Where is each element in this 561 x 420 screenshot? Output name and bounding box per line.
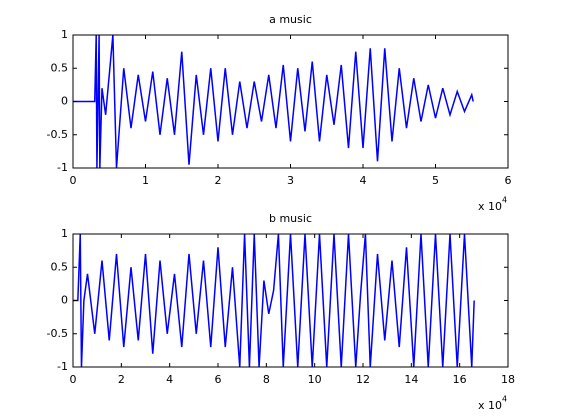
waveform (73, 34, 474, 169)
x-tick-label: 0 (70, 373, 77, 386)
x-tick-label: 2 (118, 373, 125, 386)
x-tick-label: 2 (215, 174, 222, 187)
x-tick-label: 12 (356, 373, 370, 386)
x-tick-label: 6 (505, 174, 512, 187)
y-tick-label: -1 (57, 161, 68, 174)
y-tick-label: 0 (61, 294, 68, 307)
x-multiplier-exponent: 4 (502, 395, 507, 404)
x-tick-label: 4 (166, 373, 173, 386)
y-tick-label: 1 (61, 28, 68, 41)
chart-title: a music (269, 13, 312, 26)
x-tick-label: 0 (70, 174, 77, 187)
x-tick-label: 4 (360, 174, 367, 187)
x-tick-label: 10 (308, 373, 322, 386)
x-tick-label: 3 (287, 174, 294, 187)
waveform (73, 233, 475, 368)
x-tick-label: 1 (142, 174, 149, 187)
x-multiplier: x 10 (478, 399, 502, 412)
y-tick-label: 0.5 (51, 61, 69, 74)
y-tick-label: 0 (61, 95, 68, 108)
x-multiplier: x 10 (478, 200, 502, 213)
y-tick-label: 1 (61, 227, 68, 240)
x-tick-label: 18 (501, 373, 515, 386)
axes-background (73, 234, 508, 367)
y-tick-label: -0.5 (47, 327, 68, 340)
x-multiplier-exponent: 4 (502, 196, 507, 205)
x-tick-label: 5 (432, 174, 439, 187)
y-tick-label: -1 (57, 360, 68, 373)
x-tick-label: 14 (404, 373, 418, 386)
x-tick-label: 6 (215, 373, 222, 386)
chart-title: b music (269, 212, 312, 225)
y-tick-label: -0.5 (47, 128, 68, 141)
y-tick-label: 0.5 (51, 260, 69, 273)
axes-background (73, 35, 508, 168)
x-tick-label: 8 (263, 373, 270, 386)
x-tick-label: 16 (453, 373, 467, 386)
